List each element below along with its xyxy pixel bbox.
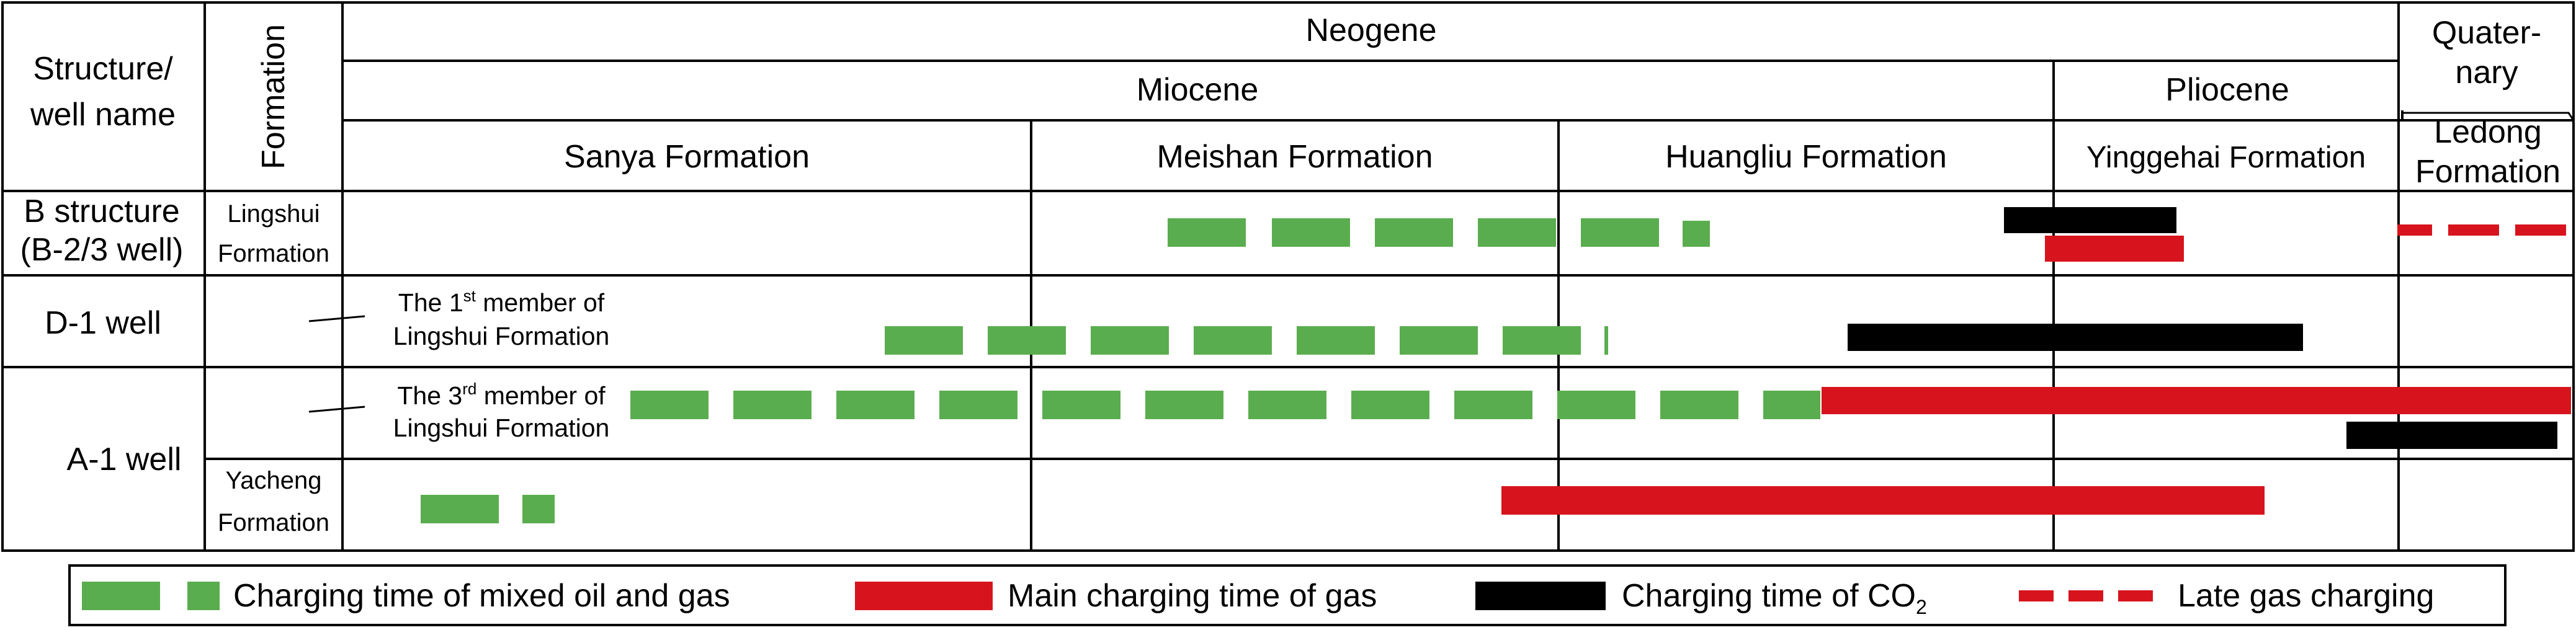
formation-meishan: Meishan Formation bbox=[1156, 139, 1433, 175]
row-a1-yacheng-line1: Yacheng bbox=[226, 467, 322, 494]
d1-co2-bar bbox=[1848, 324, 2303, 351]
row-d1-member-line1: The 1st member of bbox=[398, 286, 605, 317]
b-mixed-oil-gas-bars bbox=[1168, 218, 1710, 247]
legend-mixed-swatch bbox=[82, 582, 220, 610]
row-b-structure-formation-line2: Formation bbox=[218, 240, 329, 267]
period-quaternary-line1: Quater- bbox=[2432, 15, 2541, 51]
b-late-gas-dashes bbox=[2397, 224, 2566, 236]
legend: Charging time of mixed oil and gas Main … bbox=[68, 564, 2507, 626]
legend-co2-swatch bbox=[1475, 582, 1606, 610]
a1-yacheng-gas-bar bbox=[1501, 486, 2265, 515]
row-d1-leader-line bbox=[308, 315, 365, 322]
table-grid bbox=[1, 1, 2575, 552]
formation-yinggehai: Yinggehai Formation bbox=[2086, 141, 2366, 174]
legend-mixed-label: Charging time of mixed oil and gas bbox=[233, 578, 730, 614]
b-gas-bar bbox=[2045, 236, 2184, 262]
a1-yacheng-mixed-oil-gas-bars bbox=[421, 495, 555, 523]
row-a1-member-line2: Lingshui Formation bbox=[393, 414, 610, 442]
structure-header-line2: well name bbox=[30, 97, 176, 133]
row-d1-name: D-1 well bbox=[45, 305, 161, 341]
row-b-structure-name-line1: B structure bbox=[24, 193, 179, 229]
a1-co2-bar bbox=[2346, 422, 2557, 449]
formation-ledong-line1: Ledong bbox=[2434, 114, 2542, 150]
row-a1-yacheng-line2: Formation bbox=[218, 509, 329, 536]
row-d1-member-line2: Lingshui Formation bbox=[393, 322, 610, 350]
formation-huangliu: Huangliu Formation bbox=[1665, 139, 1947, 175]
charging-bars bbox=[421, 207, 2571, 523]
epoch-pliocene: Pliocene bbox=[2165, 72, 2289, 108]
legend-late-label: Late gas charging bbox=[2178, 578, 2434, 614]
formation-ledong-line2: Formation bbox=[2415, 154, 2560, 190]
row-b-structure-formation-line1: Lingshui bbox=[227, 200, 320, 228]
legend-gas-label: Main charging time of gas bbox=[1008, 578, 1377, 614]
period-quaternary-line2: nary bbox=[2455, 55, 2518, 91]
period-neogene: Neogene bbox=[1305, 12, 1436, 48]
b-co2-bar bbox=[2004, 207, 2176, 233]
formation-header: Formation bbox=[256, 24, 292, 169]
a1-gas-bar bbox=[1822, 387, 2571, 414]
row-a1-name: A-1 well bbox=[67, 441, 182, 477]
row-a1-leader-line bbox=[308, 406, 365, 413]
d1-mixed-oil-gas-bars bbox=[885, 326, 1608, 355]
legend-gas-swatch bbox=[855, 582, 993, 610]
quaternary-subheader-frame bbox=[2401, 112, 2575, 121]
legend-box bbox=[68, 564, 2507, 626]
legend-co2-label: Charging time of CO2 bbox=[1622, 578, 1927, 618]
row-a1-member-line1: The 3rd member of bbox=[397, 379, 606, 410]
structure-header-line1: Structure/ bbox=[33, 51, 173, 87]
formation-sanya: Sanya Formation bbox=[564, 139, 810, 175]
legend-late-swatch bbox=[2019, 590, 2153, 601]
epoch-miocene: Miocene bbox=[1137, 72, 1259, 108]
row-b-structure-name-line2: (B-2/3 well) bbox=[20, 232, 184, 268]
a1-mixed-oil-gas-bars bbox=[630, 391, 1820, 419]
